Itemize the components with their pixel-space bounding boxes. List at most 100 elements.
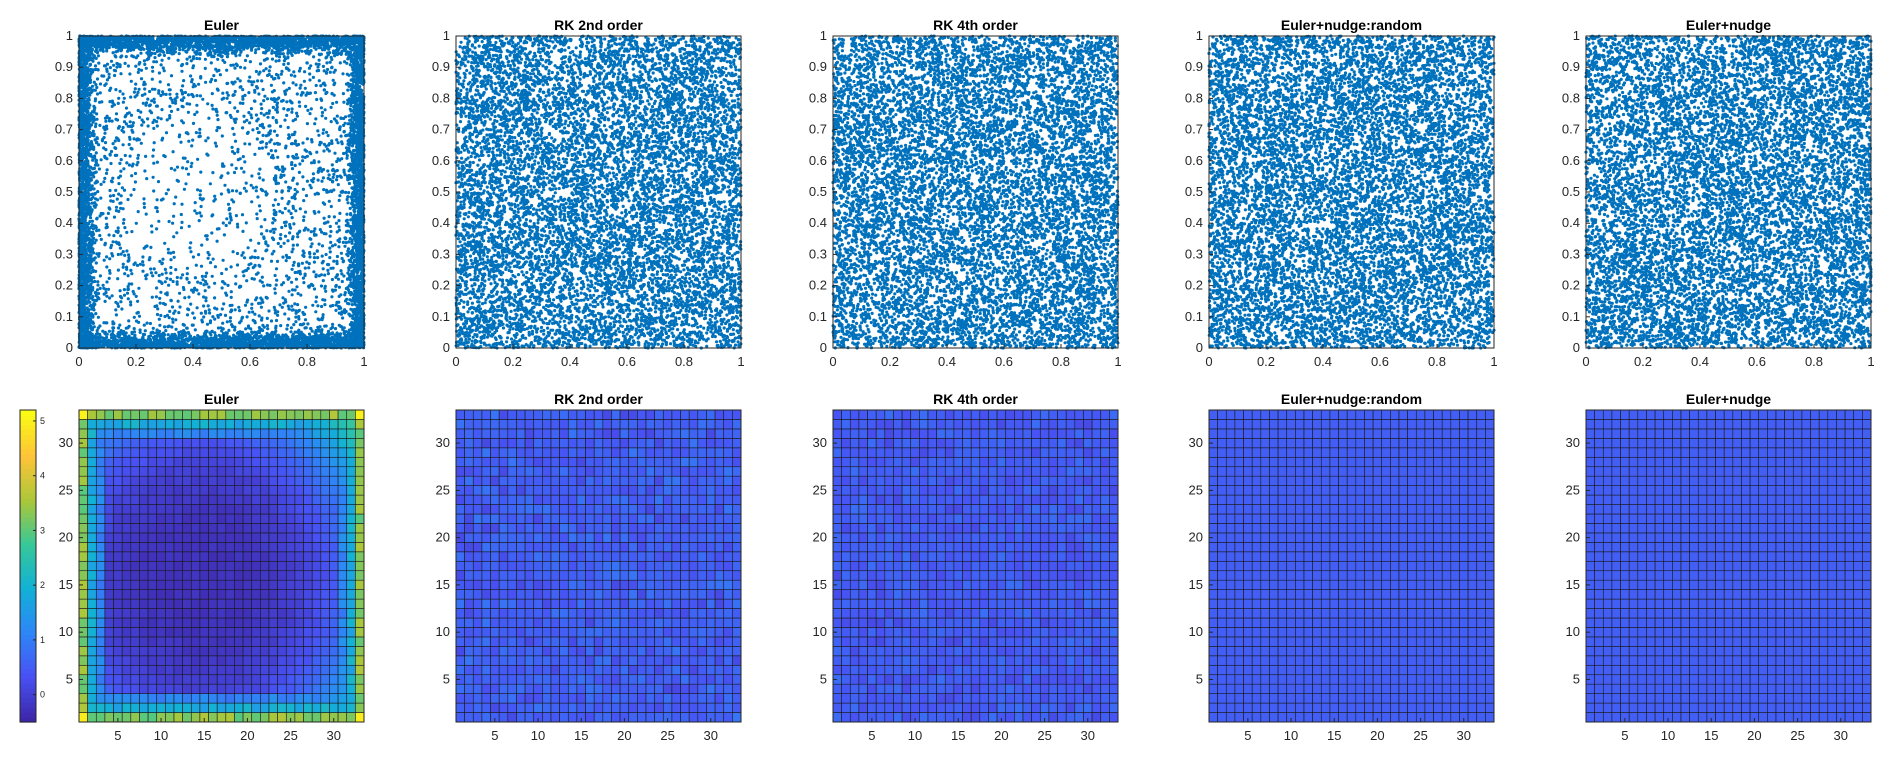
scatter-point (152, 189, 155, 192)
scatter-point (317, 179, 320, 182)
scatter-point (239, 66, 242, 69)
scatter-point (312, 270, 315, 273)
scatter-point (108, 257, 111, 260)
scatter-point (297, 292, 300, 295)
scatter-point (109, 194, 112, 197)
scatter-point (103, 259, 106, 262)
scatter-point (287, 317, 290, 320)
scatter-point (234, 90, 237, 93)
scatter-point (341, 72, 344, 75)
scatter-point (252, 80, 255, 83)
scatter-point (142, 197, 145, 200)
scatter-point (275, 60, 278, 63)
scatter-point (321, 111, 324, 114)
scatter-point (130, 272, 133, 275)
scatter-point (259, 297, 262, 300)
scatter-point (299, 84, 302, 87)
scatter-point (294, 316, 297, 319)
scatter-points (77, 34, 365, 349)
scatter-point (207, 257, 210, 260)
scatter-point (266, 324, 269, 327)
scatter-point (205, 272, 208, 275)
scatter-point (325, 253, 328, 256)
scatter-point (245, 279, 248, 282)
scatter-point (94, 64, 97, 67)
scatter-point (335, 222, 338, 225)
scatter-point (254, 51, 257, 54)
scatter-point (285, 114, 288, 117)
scatter-point (150, 224, 153, 227)
scatter-point (288, 223, 291, 226)
scatter-point (302, 188, 305, 191)
scatter-point (346, 89, 349, 92)
scatter-point (301, 159, 304, 162)
scatter-point (193, 316, 196, 319)
scatter-point (115, 313, 118, 316)
scatter-point (330, 295, 333, 298)
scatter-point (186, 313, 189, 316)
scatter-point (299, 207, 302, 210)
scatter-point (261, 257, 264, 260)
scatter-point (298, 162, 301, 165)
scatter-point (256, 195, 259, 198)
scatter-point (248, 121, 251, 124)
scatter-point (189, 303, 192, 306)
scatter-point (211, 104, 214, 107)
scatter-point (139, 263, 142, 266)
scatter-point (184, 182, 187, 185)
scatter-point (213, 282, 216, 285)
scatter-point (128, 163, 131, 166)
scatter-point (137, 287, 140, 290)
scatter-point (243, 269, 246, 272)
scatter-point (192, 324, 195, 327)
scatter-point (96, 280, 99, 283)
scatter-point (138, 88, 141, 91)
scatter-point (180, 221, 183, 224)
scatter-point (223, 184, 226, 187)
scatter-point (172, 251, 175, 254)
scatter-point (255, 212, 258, 215)
scatter-point (186, 160, 189, 163)
scatter-point (133, 327, 136, 330)
scatter-point (204, 58, 207, 61)
scatter-point (238, 285, 241, 288)
scatter-point (248, 311, 251, 314)
scatter-point (147, 124, 150, 127)
scatter-point (214, 265, 217, 268)
scatter-point (96, 92, 99, 95)
scatter-point (290, 74, 293, 77)
scatter-point (114, 69, 117, 72)
scatter-point (338, 194, 341, 197)
scatter-point (346, 201, 349, 204)
scatter-point (322, 313, 325, 316)
scatter-point (242, 170, 245, 173)
scatter-point (304, 306, 307, 309)
scatter-point (313, 161, 316, 164)
scatter-point (202, 315, 205, 318)
scatter-point (231, 150, 234, 153)
scatter-point (95, 151, 98, 154)
scatter-point (165, 271, 168, 274)
scatter-point (169, 266, 172, 269)
scatter-point (188, 103, 191, 106)
scatter-point (160, 108, 163, 111)
scatter-point (133, 137, 136, 140)
scatter-point (220, 272, 223, 275)
scatter-point (330, 58, 333, 61)
scatter-point (282, 63, 285, 66)
scatter-point (126, 198, 129, 201)
scatter-point (180, 89, 183, 92)
scatter-point (320, 106, 323, 109)
scatter-point (243, 187, 246, 190)
scatter-point (105, 280, 108, 283)
scatter-point (104, 300, 107, 303)
scatter-point (134, 65, 137, 68)
scatter-point (256, 79, 259, 82)
scatter-point (228, 101, 231, 104)
scatter-point (248, 76, 251, 79)
scatter-point (98, 167, 101, 170)
scatter-point (119, 234, 122, 237)
scatter-point (195, 94, 198, 97)
scatter-point (234, 275, 237, 278)
scatter-point (114, 308, 117, 311)
